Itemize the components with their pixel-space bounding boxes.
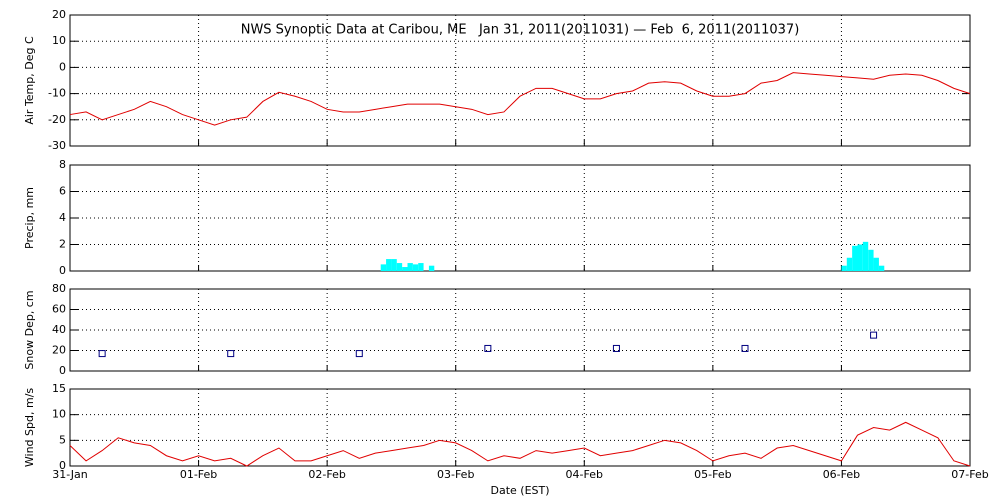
- y-tick-label: 10: [52, 408, 66, 421]
- point: [870, 331, 878, 339]
- point: [227, 350, 235, 358]
- y-tick-label: 2: [59, 238, 66, 251]
- x-tick-label: 05-Feb: [694, 468, 731, 481]
- x-tick-label: 07-Feb: [951, 468, 988, 481]
- y-tick-label: 0: [59, 459, 66, 472]
- point: [741, 344, 749, 352]
- x-axis-label: Date (EST): [490, 484, 549, 497]
- y-tick-label: 0: [59, 364, 66, 377]
- y-tick-label: -20: [48, 113, 66, 126]
- data-line: [69, 72, 971, 126]
- y-tick-label: 40: [52, 323, 66, 336]
- y-tick-label: 8: [59, 158, 66, 171]
- bar: [878, 265, 885, 271]
- plot-frame: [69, 388, 971, 467]
- y-tick-label: 5: [59, 433, 66, 446]
- y-tick-label: 20: [52, 344, 66, 357]
- x-tick-label: 01-Feb: [180, 468, 217, 481]
- bar: [407, 263, 413, 271]
- data-line: [69, 421, 971, 467]
- y-tick-label: -10: [48, 87, 66, 100]
- y-tick-label: -30: [48, 139, 66, 152]
- y-axis-label: Precip, mm: [23, 187, 36, 249]
- bar: [846, 257, 853, 271]
- bar: [396, 263, 403, 271]
- y-tick-label: 20: [52, 8, 66, 21]
- y-tick-label: 80: [52, 282, 66, 295]
- x-tick-label: 02-Feb: [308, 468, 345, 481]
- bar: [402, 267, 408, 271]
- point: [612, 344, 620, 352]
- bar: [852, 245, 858, 271]
- bar: [873, 257, 879, 271]
- y-tick-label: 0: [59, 60, 66, 73]
- y-axis-label: Air Temp, Deg C: [23, 36, 36, 125]
- x-tick-label: 31-Jan: [52, 468, 88, 481]
- bar: [380, 264, 387, 271]
- bar: [418, 263, 424, 271]
- x-tick-label: 06-Feb: [823, 468, 860, 481]
- plot-frame: [69, 288, 971, 372]
- y-axis-label: Snow Dep, cm: [23, 290, 36, 369]
- plot-frame: [69, 14, 971, 147]
- y-axis-label: Wind Spd, m/s: [23, 388, 36, 468]
- bar: [386, 259, 392, 271]
- y-tick-label: 15: [52, 382, 66, 395]
- y-tick-label: 4: [59, 211, 66, 224]
- point: [355, 350, 363, 358]
- bar: [391, 259, 397, 271]
- bar: [857, 244, 863, 271]
- point: [98, 350, 106, 358]
- bar: [841, 265, 847, 271]
- bar: [428, 265, 435, 271]
- plot-frame: [69, 164, 971, 272]
- bar: [862, 241, 869, 271]
- y-tick-label: 6: [59, 185, 66, 198]
- y-tick-label: 0: [59, 264, 66, 277]
- chart-title: NWS Synoptic Data at Caribou, ME Jan 31,…: [241, 23, 800, 38]
- bar: [868, 249, 874, 271]
- x-tick-label: 04-Feb: [566, 468, 603, 481]
- bar: [412, 264, 419, 271]
- y-tick-label: 60: [52, 303, 66, 316]
- x-tick-label: 03-Feb: [437, 468, 474, 481]
- y-tick-label: 10: [52, 34, 66, 47]
- point: [484, 344, 492, 352]
